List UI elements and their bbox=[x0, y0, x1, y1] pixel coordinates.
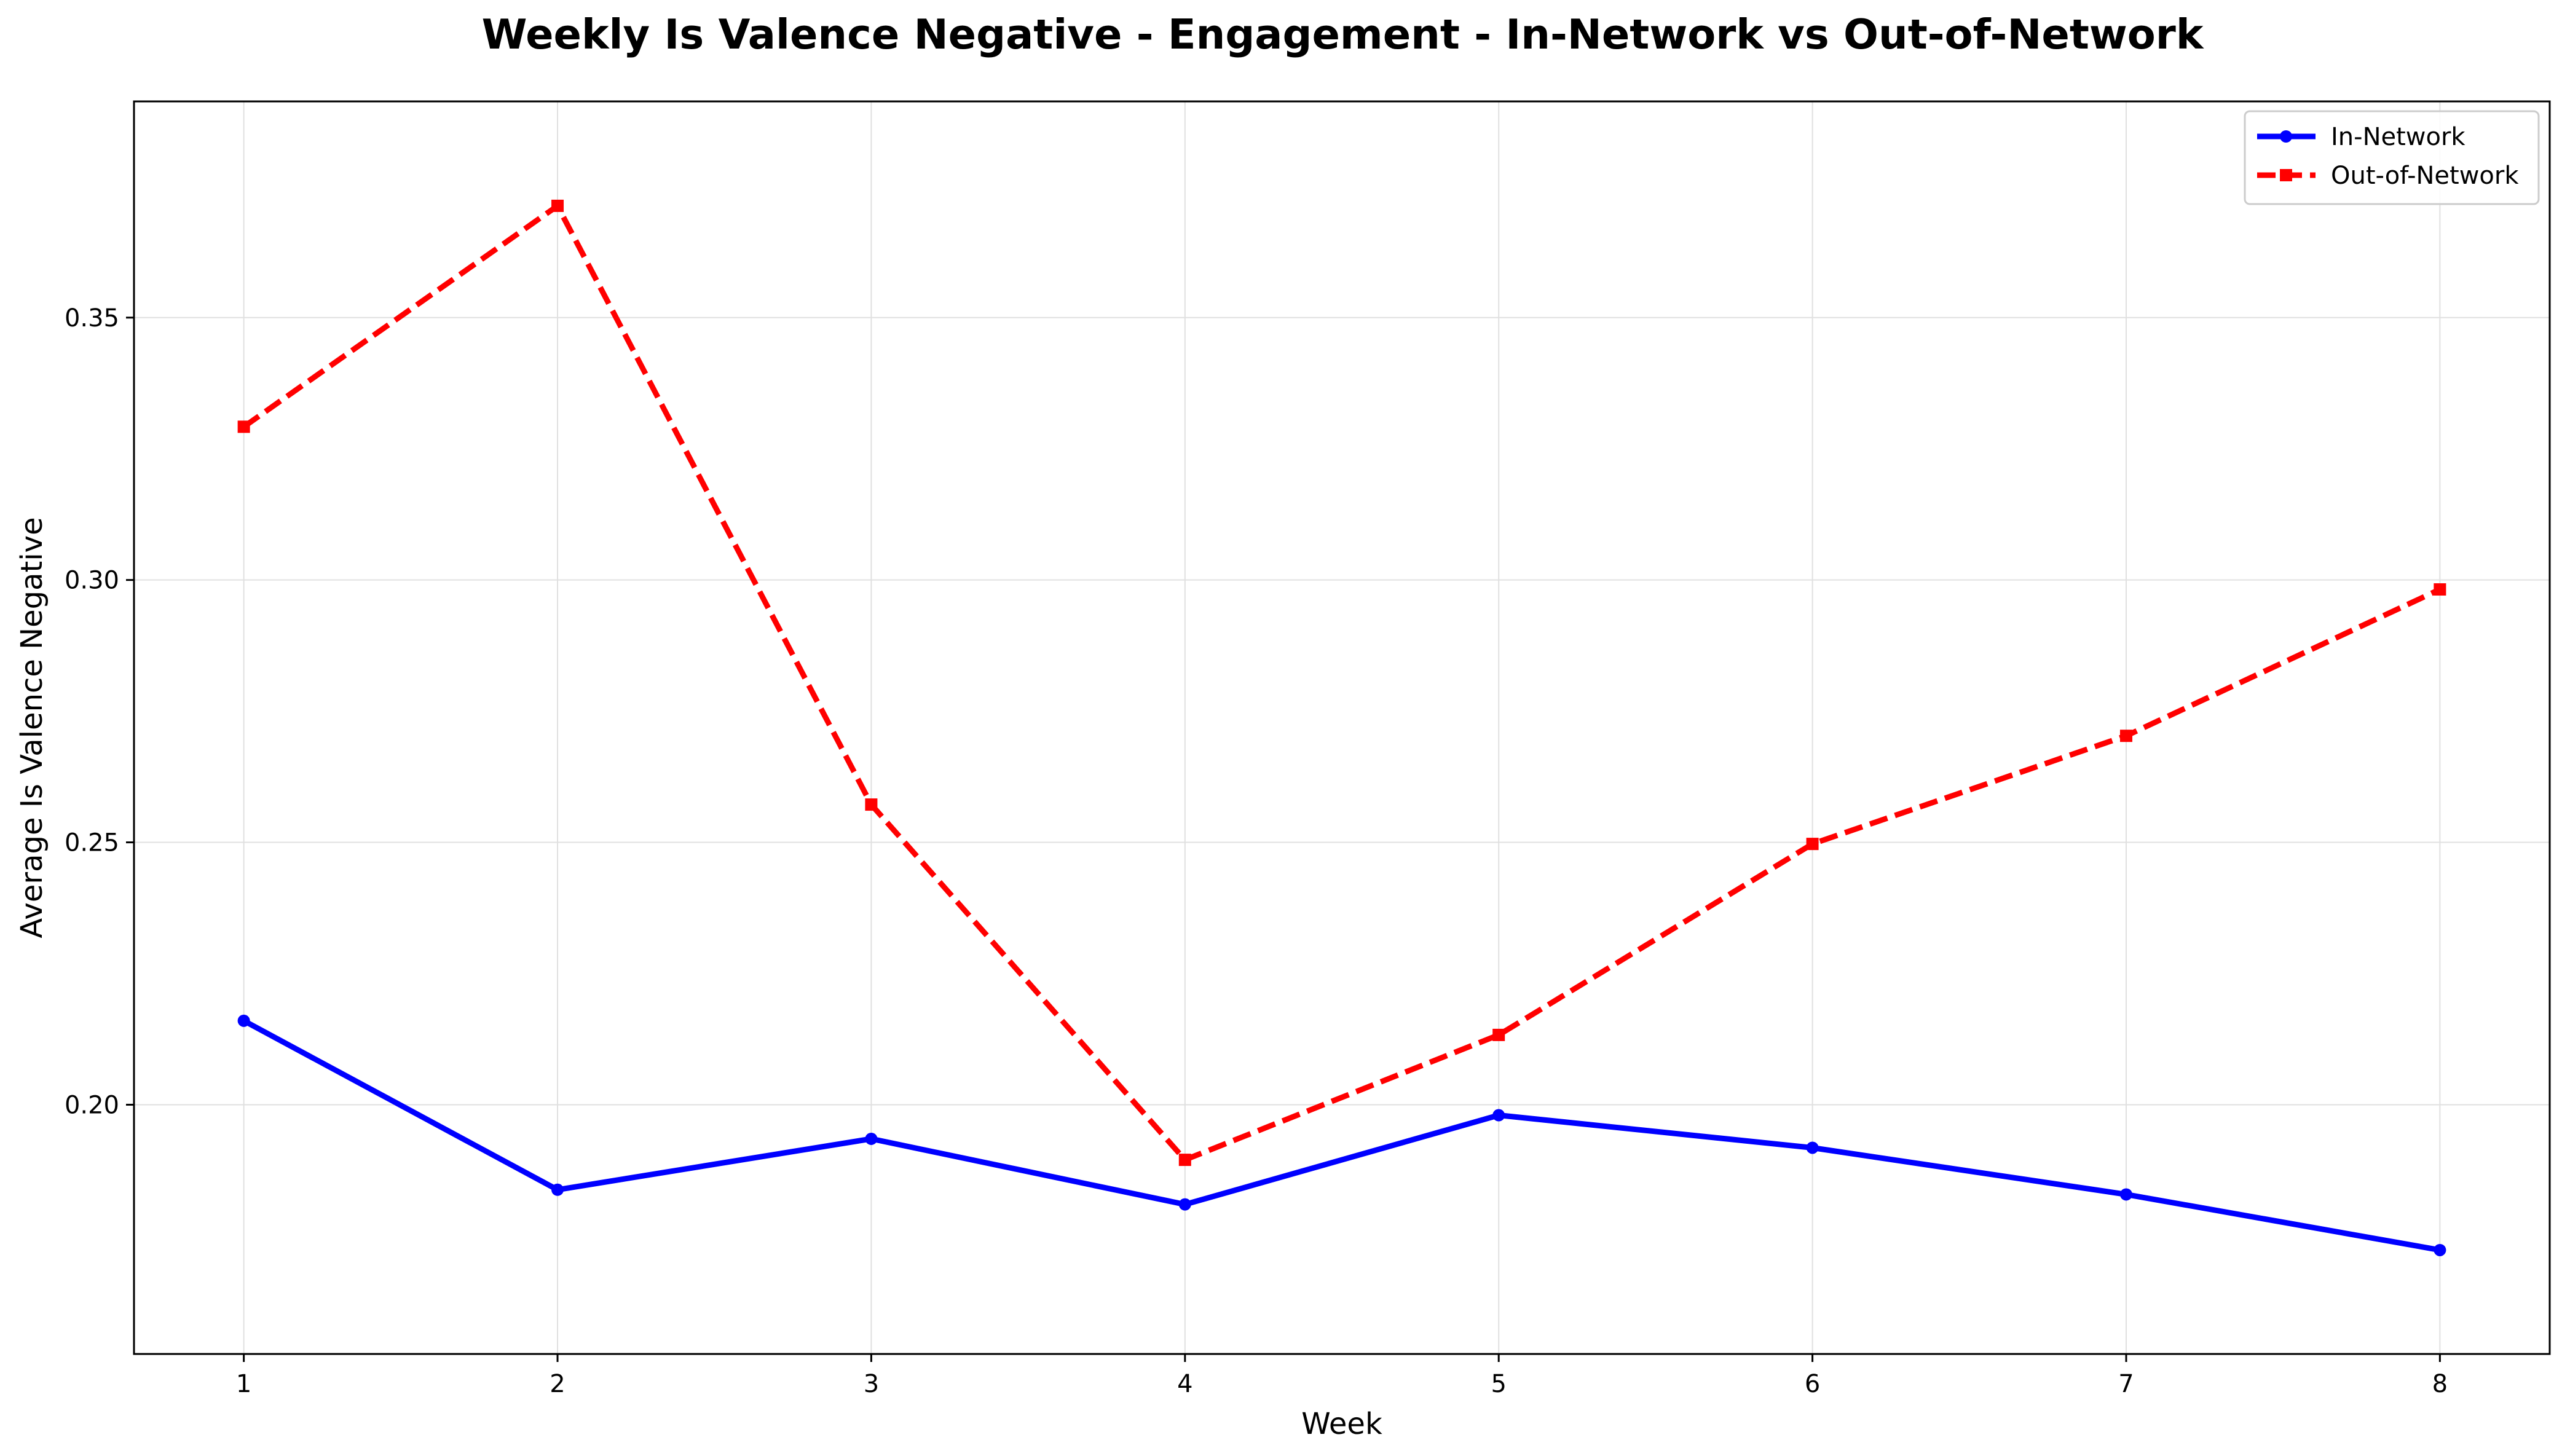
data-point bbox=[1806, 838, 1819, 851]
legend-label: Out-of-Network bbox=[2331, 162, 2519, 190]
chart-legend: In-Network Out-of-Network bbox=[2244, 110, 2540, 205]
legend-item: In-Network bbox=[2257, 123, 2465, 151]
y-tick-label: 0.20 bbox=[65, 1091, 119, 1119]
data-point bbox=[865, 798, 878, 811]
data-point bbox=[1178, 1198, 1191, 1211]
data-point bbox=[865, 1132, 878, 1145]
x-tick-label: 7 bbox=[2118, 1370, 2134, 1398]
legend-item: Out-of-Network bbox=[2257, 162, 2519, 190]
y-tick-label: 0.30 bbox=[65, 567, 119, 595]
y-axis-label: Average Is Valence Negative bbox=[15, 517, 49, 938]
data-point bbox=[1806, 1141, 1819, 1154]
plot-area-frame bbox=[133, 100, 2551, 1355]
data-point bbox=[237, 1014, 250, 1027]
x-tick-label: 6 bbox=[1805, 1370, 1820, 1398]
legend-label: In-Network bbox=[2331, 123, 2465, 151]
data-point bbox=[1492, 1109, 1505, 1122]
data-point bbox=[1492, 1028, 1505, 1041]
axis-ticks: 1 2 3 4 5 6 7 8 0.20 0.25 0.30 0.35 bbox=[65, 304, 2448, 1398]
data-point bbox=[2434, 583, 2446, 596]
data-point bbox=[2434, 1243, 2446, 1256]
x-tick-label: 4 bbox=[1177, 1370, 1192, 1398]
x-tick-label: 5 bbox=[1491, 1370, 1506, 1398]
data-point bbox=[1178, 1154, 1191, 1167]
x-tick-label: 2 bbox=[550, 1370, 565, 1398]
series-layer bbox=[237, 199, 2446, 1256]
y-tick-label: 0.35 bbox=[65, 304, 119, 333]
data-point bbox=[2119, 730, 2132, 742]
y-tick-label: 0.25 bbox=[65, 829, 119, 857]
x-tick-label: 8 bbox=[2432, 1370, 2448, 1398]
series-out-of-network bbox=[237, 199, 2446, 1167]
data-point bbox=[551, 1183, 564, 1196]
x-axis-label: Week bbox=[1301, 1407, 1382, 1441]
series-in-network bbox=[237, 1014, 2446, 1256]
x-tick-label: 3 bbox=[864, 1370, 879, 1398]
series-line-out-of-network bbox=[242, 203, 2442, 1163]
legend-marker bbox=[2280, 169, 2292, 181]
data-point bbox=[2119, 1188, 2132, 1201]
x-tick-label: 1 bbox=[236, 1370, 251, 1398]
legend-marker bbox=[2280, 130, 2292, 143]
data-point bbox=[237, 420, 250, 433]
grid-lines bbox=[134, 101, 2550, 1354]
chart-title: Weekly Is Valence Negative - Engagement … bbox=[482, 10, 2204, 58]
series-line-in-network bbox=[242, 1018, 2441, 1253]
data-point bbox=[551, 199, 564, 212]
legend-frame bbox=[2244, 110, 2540, 205]
